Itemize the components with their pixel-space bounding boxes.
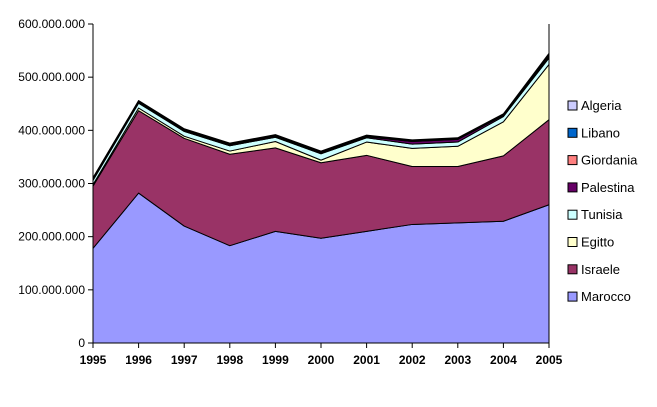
- x-tick-label: 2004: [490, 353, 517, 367]
- legend: Algeria Libano Giordania Palestina Tunisia Eg…: [567, 98, 638, 304]
- legend-item-israele: Israele: [567, 262, 620, 277]
- legend-item-palestina: Palestina: [567, 180, 635, 195]
- legend-item-egitto: Egitto: [567, 235, 614, 250]
- legend-item-libano: Libano: [567, 125, 620, 140]
- x-tick-label: 2003: [444, 353, 471, 367]
- x-tick-label: 1999: [262, 353, 289, 367]
- legend-label: Algeria: [581, 98, 622, 113]
- x-tick-label: 1997: [171, 353, 198, 367]
- y-tick-label: 200.000.000: [18, 230, 85, 244]
- x-tick-label: 1995: [80, 353, 107, 367]
- legend-label: Giordania: [581, 153, 638, 168]
- x-tick-label: 1996: [125, 353, 152, 367]
- legend-swatch: [567, 100, 578, 111]
- y-tick-label: 0: [78, 336, 85, 350]
- area-layers: [92, 52, 550, 344]
- legend-label: Israele: [581, 262, 620, 277]
- legend-swatch: [567, 127, 578, 138]
- legend-swatch: [567, 182, 578, 193]
- legend-swatch: [567, 209, 578, 220]
- y-tick-label: 600.000.000: [18, 17, 85, 31]
- x-tick-label: 1998: [216, 353, 243, 367]
- y-tick-label: 300.000.000: [18, 177, 85, 191]
- y-tick-label: 500.000.000: [18, 70, 85, 84]
- legend-label: Palestina: [581, 180, 635, 195]
- x-tick-label: 2001: [353, 353, 380, 367]
- legend-label: Tunisia: [581, 207, 623, 222]
- y-axis-ticks: 0 100.000.000 200.000.000 300.000.000 400.00…: [18, 17, 93, 350]
- legend-label: Marocco: [581, 289, 631, 304]
- legend-swatch: [567, 291, 578, 302]
- legend-item-marocco: Marocco: [567, 289, 631, 304]
- x-tick-label: 2005: [536, 353, 563, 367]
- legend-swatch: [567, 155, 578, 166]
- legend-swatch: [567, 237, 578, 247]
- legend-swatch: [567, 264, 578, 275]
- legend-label: Libano: [581, 125, 620, 140]
- legend-item-algeria: Algeria: [567, 98, 622, 113]
- legend-item-giordania: Giordania: [567, 153, 638, 168]
- x-tick-label: 2000: [308, 353, 335, 367]
- y-tick-label: 400.000.000: [18, 123, 85, 137]
- x-axis-ticks: 1995 1996 1997 1998 1999 2000 2001 2002 2003 2004…: [80, 343, 563, 367]
- x-tick-label: 2002: [399, 353, 426, 367]
- y-tick-label: 100.000.000: [18, 283, 85, 297]
- legend-label: Egitto: [581, 235, 614, 250]
- legend-item-tunisia: Tunisia: [567, 207, 623, 222]
